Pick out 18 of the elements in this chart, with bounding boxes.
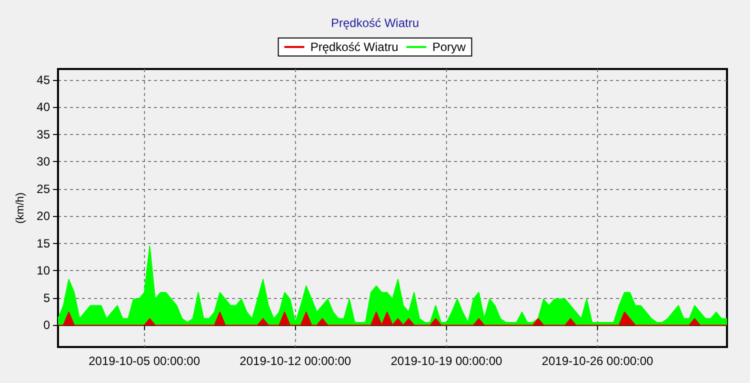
- y-tick-label: 35: [36, 127, 50, 142]
- x-tick-label: 2019-10-12 00:00:00: [240, 354, 352, 368]
- y-tick-label: 45: [36, 72, 50, 87]
- y-tick-label: 0: [43, 318, 50, 332]
- y-tick-label: 10: [36, 264, 50, 278]
- x-tick-label: 2019-10-19 00:00:00: [390, 354, 502, 368]
- y-axis-title: (km/h): [14, 192, 26, 224]
- x-tick-label: 2019-10-05 00:00:00: [88, 354, 200, 368]
- legend-label: Poryw: [432, 40, 466, 54]
- y-tick-label: 20: [36, 209, 50, 224]
- y-tick-label: 30: [36, 154, 50, 169]
- chart-title: Prędkość Wiatru: [330, 16, 420, 30]
- y-tick-label: 15: [36, 236, 50, 250]
- y-tick-label: 40: [36, 100, 50, 114]
- y-tick-label: 25: [36, 182, 50, 196]
- y-tick-label: 5: [43, 290, 50, 305]
- x-tick-label: 2019-10-26 00:00:00: [542, 354, 654, 368]
- legend-label: Prędkość Wiatru: [310, 40, 398, 54]
